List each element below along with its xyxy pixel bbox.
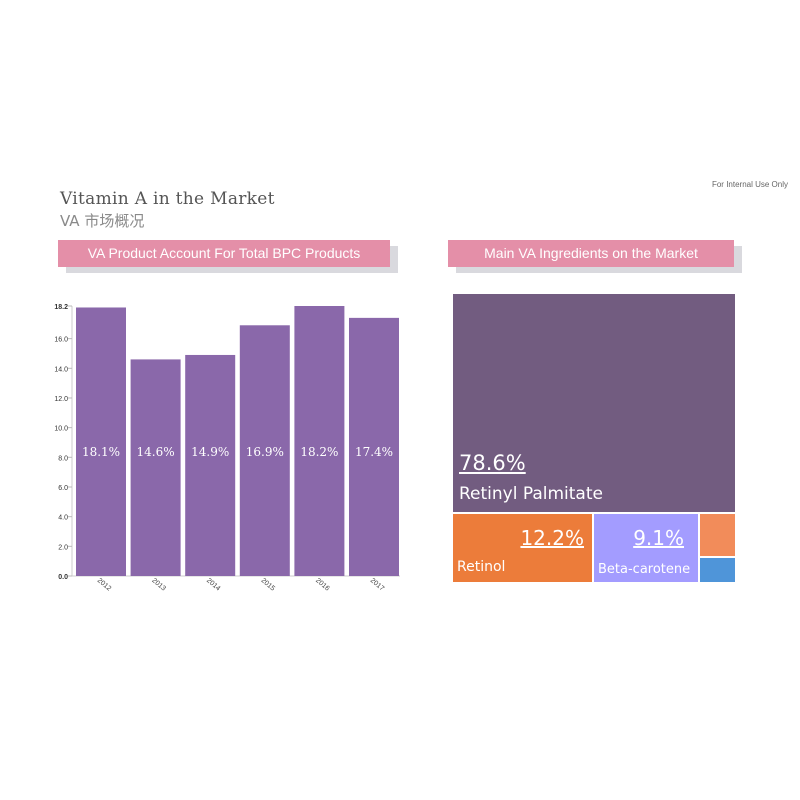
bar-data-label: 18.2%	[300, 445, 338, 459]
y-tick-label: 16.0	[54, 337, 68, 344]
y-tick-label: 10.0	[54, 426, 68, 433]
bar-2015	[239, 325, 290, 576]
bar-data-label: 18.1%	[82, 445, 120, 459]
x-tick-label: 2013	[150, 577, 167, 592]
y-tick-label: 14.0	[54, 366, 68, 373]
retinyl-palmitate-label: Retinyl Palmitate	[459, 484, 603, 504]
retinol-label: Retinol	[457, 559, 506, 575]
page-title: Vitamin A in the Market	[60, 189, 275, 209]
treemap-tile-retinyl-palmitate: 78.6% Retinyl Palmitate	[452, 293, 736, 513]
y-tick-label: 12.0	[54, 396, 68, 403]
treemap-tile-small-orange	[699, 513, 736, 557]
treemap-tile-beta-carotene: 9.1% Beta-carotene	[593, 513, 699, 583]
x-tick-label: 2014	[205, 577, 222, 592]
y-tick-label: 2.0	[58, 544, 68, 551]
bar-data-label: 14.6%	[137, 445, 175, 459]
retinyl-palmitate-percent: 78.6%	[459, 451, 526, 475]
x-tick-label: 2015	[260, 577, 277, 592]
retinol-percent: 12.2%	[520, 526, 584, 550]
bar-chart: 0.0 2.0 4.0 6.0 8.0 10.0 12.0 14.0 16.0 18.2 18.1%…	[54, 304, 400, 593]
treemap-banner: Main VA Ingredients on the Market	[448, 240, 734, 267]
bar-2012	[76, 307, 126, 576]
bar-2016	[294, 306, 345, 576]
beta-carotene-label: Beta-carotene	[598, 562, 691, 577]
bar-2013	[130, 359, 181, 576]
bar-2017	[349, 317, 399, 576]
treemap-tile-small-blue	[699, 557, 736, 583]
x-tick-label: 2017	[369, 577, 386, 592]
bar-chart-banner: VA Product Account For Total BPC Product…	[58, 240, 390, 267]
bar-data-label: 17.4%	[355, 445, 393, 459]
y-tick-label: 8.0	[58, 455, 68, 462]
bar-data-label: 14.9%	[191, 445, 229, 459]
treemap: 78.6% Retinyl Palmitate 12.2% Retinol 9.…	[452, 293, 736, 583]
y-tick-label: 18.2	[54, 304, 68, 311]
x-tick-label: 2016	[314, 577, 331, 592]
page-subtitle: VA 市场概况	[60, 212, 145, 230]
beta-carotene-percent: 9.1%	[633, 526, 684, 550]
bar-data-label: 16.9%	[246, 445, 284, 459]
y-tick-label: 0.0	[58, 574, 68, 581]
y-tick-label: 4.0	[58, 515, 68, 522]
x-tick-label: 2012	[96, 577, 113, 592]
treemap-tile-retinol: 12.2% Retinol	[452, 513, 593, 583]
bar-2014	[185, 354, 236, 576]
y-tick-label: 6.0	[58, 485, 68, 492]
internal-use-note: For Internal Use Only	[711, 180, 788, 189]
